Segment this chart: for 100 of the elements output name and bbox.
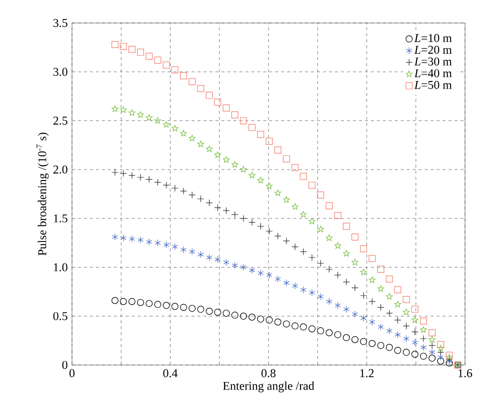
point — [386, 344, 393, 351]
point — [326, 298, 332, 305]
y-tick-label: 0 — [62, 360, 68, 370]
point — [111, 169, 118, 176]
point — [368, 340, 376, 348]
point — [266, 138, 273, 145]
point — [180, 246, 187, 254]
y-tick-label: 1.0 — [54, 263, 68, 272]
point — [300, 211, 307, 218]
y-tick-label: 2.5 — [53, 116, 68, 125]
point — [188, 134, 196, 142]
point — [360, 314, 367, 322]
point — [137, 236, 144, 244]
point — [386, 310, 393, 317]
point — [197, 84, 204, 92]
legend-label: L=10 m — [414, 34, 452, 42]
point — [180, 304, 188, 311]
point — [377, 342, 384, 349]
point — [128, 109, 136, 116]
point — [257, 130, 264, 138]
point — [240, 312, 247, 320]
point — [231, 211, 238, 218]
point — [394, 316, 402, 324]
point — [420, 318, 427, 325]
point — [206, 146, 213, 152]
point — [326, 234, 333, 241]
point — [292, 203, 298, 210]
point — [411, 306, 418, 313]
point — [308, 325, 316, 332]
point — [326, 202, 333, 210]
point — [429, 348, 436, 356]
point — [438, 354, 444, 361]
point — [420, 352, 427, 360]
point — [411, 350, 418, 358]
point — [214, 256, 221, 263]
point — [402, 322, 410, 330]
point — [154, 300, 162, 308]
point — [120, 234, 126, 242]
point — [300, 286, 306, 294]
point — [343, 306, 350, 313]
point — [386, 293, 393, 300]
point — [394, 346, 402, 354]
point — [248, 172, 256, 178]
point — [437, 358, 444, 365]
point — [317, 226, 324, 232]
point — [412, 339, 418, 346]
point — [420, 326, 427, 333]
point — [317, 191, 324, 198]
point — [437, 348, 444, 356]
point — [377, 304, 384, 311]
point — [343, 250, 350, 256]
point — [162, 121, 170, 128]
point — [162, 62, 170, 69]
point — [394, 300, 402, 308]
point — [257, 316, 264, 323]
point — [222, 310, 230, 317]
point — [274, 232, 282, 240]
point — [402, 296, 410, 304]
point — [154, 56, 162, 64]
point — [240, 264, 247, 271]
point — [334, 331, 342, 338]
point — [146, 300, 153, 307]
point — [257, 176, 264, 184]
point — [188, 191, 196, 198]
point — [437, 344, 444, 352]
point — [120, 170, 127, 177]
legend-label: L=40 m — [414, 69, 452, 78]
point — [137, 48, 144, 56]
point — [206, 254, 212, 262]
point — [428, 336, 436, 342]
point — [428, 342, 436, 349]
point — [308, 254, 316, 262]
point — [334, 302, 341, 309]
point — [214, 204, 222, 212]
point — [197, 195, 204, 202]
legend-label: L=20 m — [414, 46, 452, 54]
point — [257, 222, 264, 230]
point — [146, 52, 153, 60]
point — [180, 188, 188, 195]
point — [258, 270, 264, 277]
point — [198, 251, 204, 258]
point — [206, 308, 213, 315]
point — [342, 278, 350, 286]
legend-label: L=30 m — [414, 57, 452, 66]
point — [128, 46, 136, 53]
point — [368, 254, 376, 262]
point — [223, 258, 230, 266]
point — [154, 239, 161, 246]
point — [188, 304, 196, 312]
point — [369, 318, 376, 326]
x-tick-label: 1.6 — [458, 369, 472, 378]
point — [377, 285, 384, 292]
point — [248, 266, 256, 274]
point — [308, 218, 316, 224]
point — [240, 166, 247, 172]
point — [214, 151, 222, 158]
point — [437, 340, 444, 348]
point — [171, 66, 178, 74]
x-tick-label: 1.2 — [360, 369, 374, 378]
point — [386, 276, 393, 283]
